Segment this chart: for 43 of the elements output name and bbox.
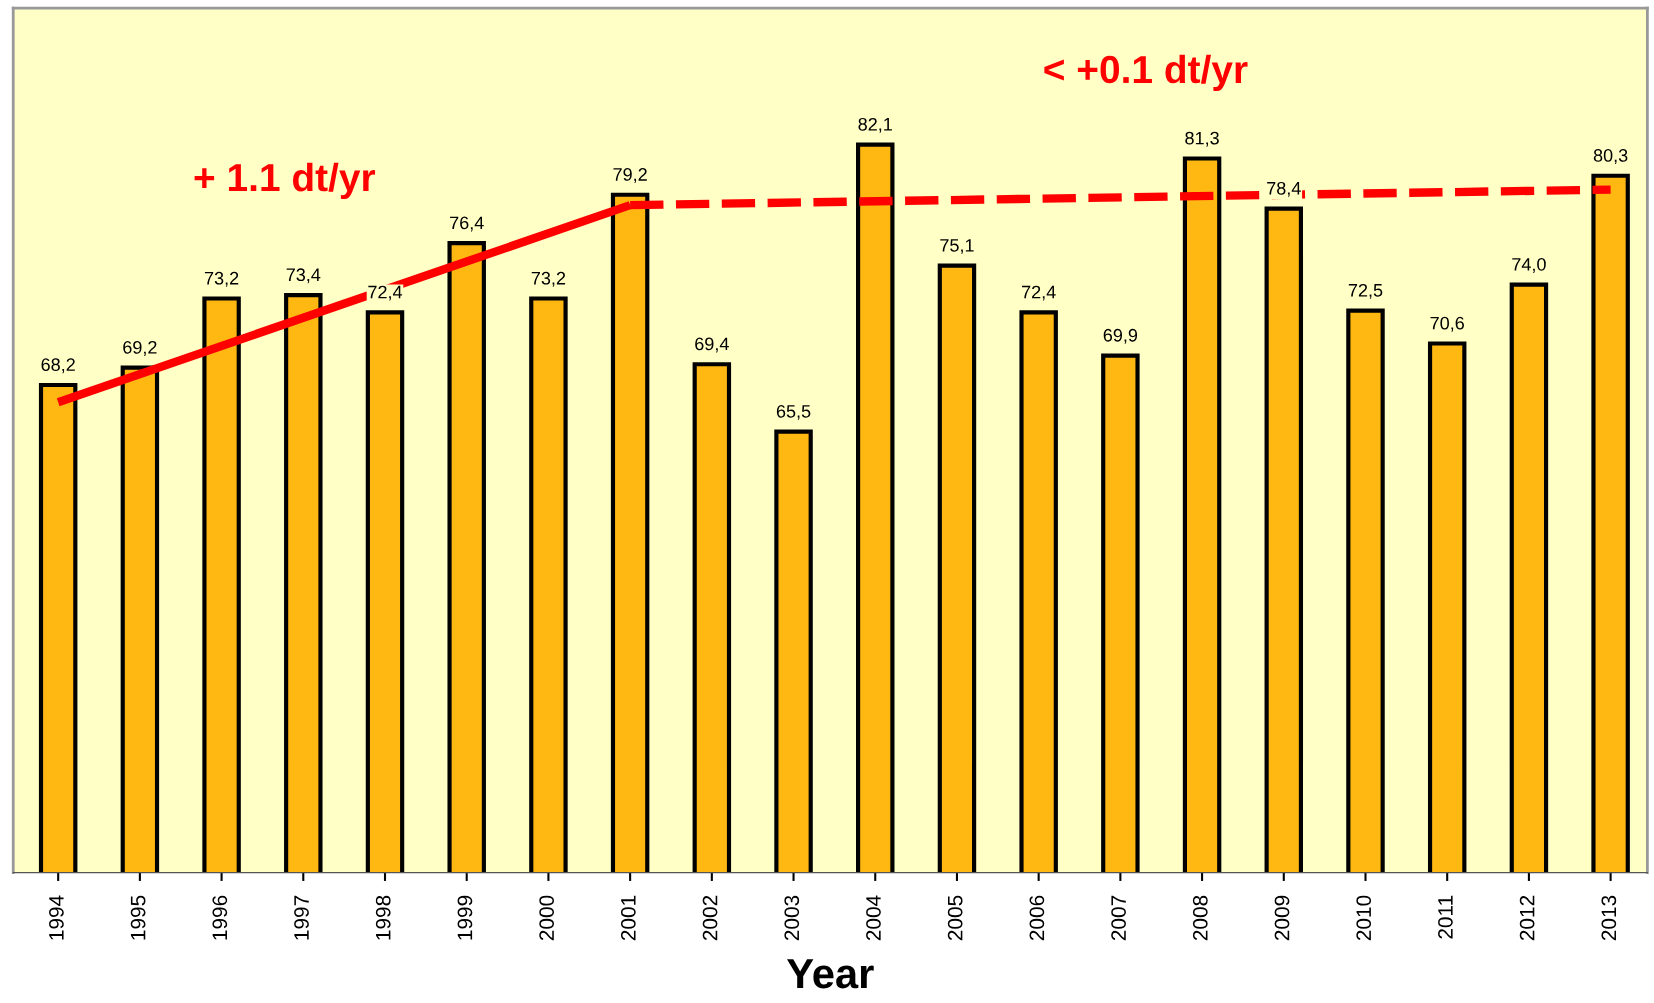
data-label: 72,4 (1022, 285, 1056, 301)
data-label: 81,3 (1185, 131, 1219, 147)
data-label: 79,2 (613, 168, 647, 183)
data-label: 69,2 (123, 340, 157, 356)
data-label: 65,5 (776, 404, 811, 420)
data-label: 82,1 (858, 117, 892, 133)
x-tick-label: 1995 (130, 895, 146, 940)
x-tick-label: 1997 (294, 895, 309, 940)
data-label: 72,5 (1348, 283, 1383, 299)
data-label: 80,3 (1593, 149, 1628, 164)
x-tick-label: 2013 (1601, 895, 1617, 941)
x-tick-label: 1996 (212, 895, 228, 940)
x-tick-label: 2003 (784, 895, 800, 941)
x-tick-label: 2000 (539, 895, 555, 941)
data-label: 73,2 (204, 271, 239, 287)
data-label: 73,2 (531, 271, 566, 287)
x-tick-label: 2004 (866, 895, 881, 941)
x-tick-label: 2007 (1111, 895, 1126, 941)
data-label: 74,0 (1512, 257, 1546, 273)
data-label: 69,9 (1103, 328, 1138, 344)
data-label: 78,4 (1267, 181, 1301, 197)
data-label: 69,4 (695, 337, 729, 353)
data-label: 76,4 (450, 216, 484, 232)
x-tick-label: 1999 (457, 895, 473, 940)
x-tick-label: 2002 (702, 895, 718, 941)
x-axis-title: Year (786, 959, 874, 989)
annotation: < +0.1 dt/yr (1044, 54, 1248, 91)
x-tick-label: 2009 (1274, 895, 1290, 941)
x-tick-label: 1994 (49, 895, 64, 940)
data-label: 72,4 (368, 285, 403, 301)
x-tick-label: 1998 (375, 895, 391, 940)
data-label: 70,6 (1430, 316, 1464, 332)
x-tick-label: 2011 (1438, 895, 1453, 939)
x-tick-label: 2008 (1192, 895, 1208, 941)
x-tick-label: 2005 (947, 895, 963, 941)
data-label: 68,2 (41, 358, 75, 374)
annotation: + 1.1 dt/yr (194, 162, 376, 200)
x-tick-label: 2010 (1356, 895, 1372, 941)
x-tick-label: 2001 (620, 895, 636, 941)
x-tick-label: 2012 (1519, 895, 1535, 941)
data-label: 73,4 (286, 268, 321, 284)
data-label: 75,1 (940, 239, 974, 254)
x-tick-label: 2006 (1029, 895, 1045, 941)
